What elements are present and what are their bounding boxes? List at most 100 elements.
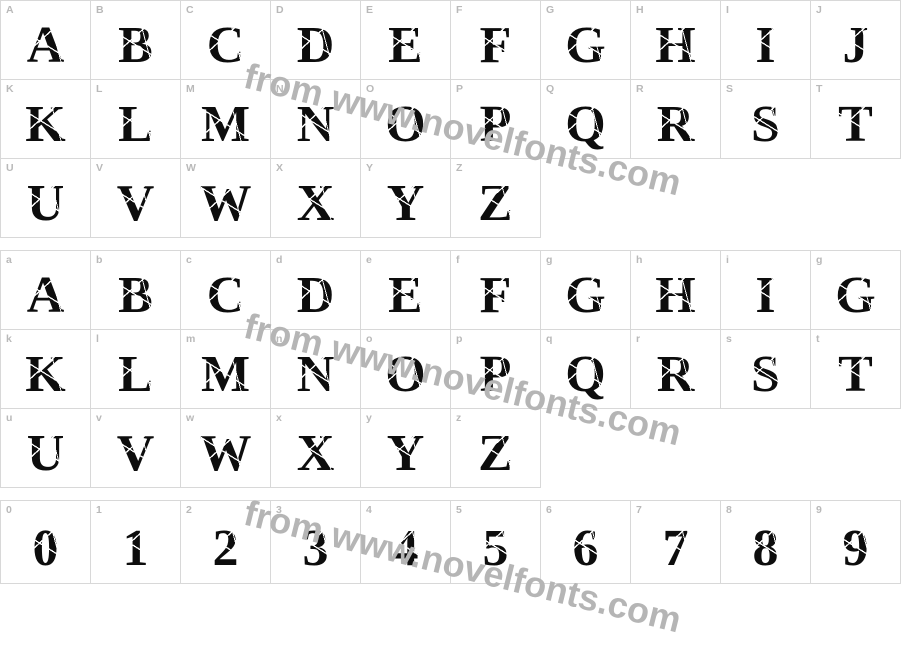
glyph-cell: tT (810, 329, 901, 409)
glyph-cell: NN (270, 79, 361, 159)
key-label: 5 (456, 504, 462, 516)
glyph-cell: qQ (540, 329, 631, 409)
glyph: C (207, 270, 245, 322)
key-label: o (366, 333, 373, 345)
key-label: F (456, 4, 463, 16)
glyph-cell: eE (360, 250, 451, 330)
glyph-cell: UU (0, 158, 91, 238)
glyph: T (838, 99, 873, 151)
glyph-cell: VV (90, 158, 181, 238)
key-label: t (816, 333, 820, 345)
glyph: H (655, 270, 695, 322)
glyph: 3 (303, 523, 329, 575)
glyph-cell: GG (540, 0, 631, 80)
key-label: m (186, 333, 196, 345)
glyph: Q (565, 99, 605, 151)
glyph: 4 (393, 523, 419, 575)
glyph: Y (387, 428, 425, 480)
glyph: 6 (573, 523, 599, 575)
key-label: f (456, 254, 460, 266)
key-label: s (726, 333, 732, 345)
glyph-cell: 77 (630, 500, 721, 584)
glyph-cell: zZ (450, 408, 541, 488)
glyph-cell: DD (270, 0, 361, 80)
glyph-cell: yY (360, 408, 451, 488)
glyph-cell: EE (360, 0, 451, 80)
glyph-cell: SS (720, 79, 811, 159)
glyph-cell: gG (540, 250, 631, 330)
glyph-cell: gG (810, 250, 901, 330)
key-label: A (6, 4, 14, 16)
glyph-cell: KK (0, 79, 91, 159)
glyph-cell: oO (360, 329, 451, 409)
key-label: N (276, 83, 284, 95)
key-label: q (546, 333, 553, 345)
key-label: 3 (276, 504, 282, 516)
glyph: 0 (33, 523, 59, 575)
key-label: U (6, 162, 14, 174)
glyph: 5 (483, 523, 509, 575)
glyph-cell: bB (90, 250, 181, 330)
key-label: W (186, 162, 196, 174)
glyph-cell: LL (90, 79, 181, 159)
glyph-row: aAbBcCdDeEfFgGhHiIgG (0, 250, 901, 330)
glyph-cell: dD (270, 250, 361, 330)
glyph-row: AABBCCDDEEFFGGHHIIJJ (0, 0, 901, 80)
glyph: A (27, 20, 65, 72)
glyph: I (755, 270, 775, 322)
glyph: G (565, 270, 605, 322)
glyph-cell: lL (90, 329, 181, 409)
key-label: b (96, 254, 103, 266)
glyph-cell: uU (0, 408, 91, 488)
glyph-cell: mM (180, 329, 271, 409)
key-label: Q (546, 83, 554, 95)
key-label: X (276, 162, 283, 174)
key-label: C (186, 4, 194, 16)
glyph-row: KKLLMMNNOOPPQQRRSSTT (0, 79, 901, 159)
key-label: O (366, 83, 374, 95)
glyph-cell: PP (450, 79, 541, 159)
glyph-cell: CC (180, 0, 271, 80)
key-label: J (816, 4, 822, 16)
glyph: V (117, 428, 155, 480)
key-label: 0 (6, 504, 12, 516)
glyph: F (480, 270, 512, 322)
glyph: X (297, 178, 335, 230)
glyph: D (297, 20, 335, 72)
glyph-grid: AABBCCDDEEFFGGHHIIJJKKLLMMNNOOPPQQRRSSTT… (0, 0, 911, 668)
glyph: D (297, 270, 335, 322)
key-label: y (366, 412, 372, 424)
key-label: h (636, 254, 643, 266)
key-label: L (96, 83, 103, 95)
key-label: v (96, 412, 102, 424)
glyph-cell: OO (360, 79, 451, 159)
glyph-cell: JJ (810, 0, 901, 80)
glyph: Z (478, 428, 513, 480)
glyph-cell: fF (450, 250, 541, 330)
key-label: 9 (816, 504, 822, 516)
font-character-map: AABBCCDDEEFFGGHHIIJJKKLLMMNNOOPPQQRRSSTT… (0, 0, 911, 668)
glyph: X (297, 428, 335, 480)
glyph: F (480, 20, 512, 72)
glyph: V (117, 178, 155, 230)
glyph-cell: 11 (90, 500, 181, 584)
key-label: i (726, 254, 729, 266)
glyph-cell: pP (450, 329, 541, 409)
glyph: H (655, 20, 695, 72)
key-label: V (96, 162, 103, 174)
glyph: P (480, 99, 512, 151)
key-label: u (6, 412, 13, 424)
glyph: B (118, 270, 153, 322)
glyph: 2 (213, 523, 239, 575)
key-label: w (186, 412, 194, 424)
key-label: S (726, 83, 733, 95)
key-label: D (276, 4, 284, 16)
glyph-cell: nN (270, 329, 361, 409)
glyph-cell: kK (0, 329, 91, 409)
glyph-cell: sS (720, 329, 811, 409)
glyph: N (297, 349, 335, 401)
glyph-cell: wW (180, 408, 271, 488)
key-label: 7 (636, 504, 642, 516)
glyph-row: UUVVWWXXYYZZ (0, 158, 541, 238)
glyph-cell: ZZ (450, 158, 541, 238)
